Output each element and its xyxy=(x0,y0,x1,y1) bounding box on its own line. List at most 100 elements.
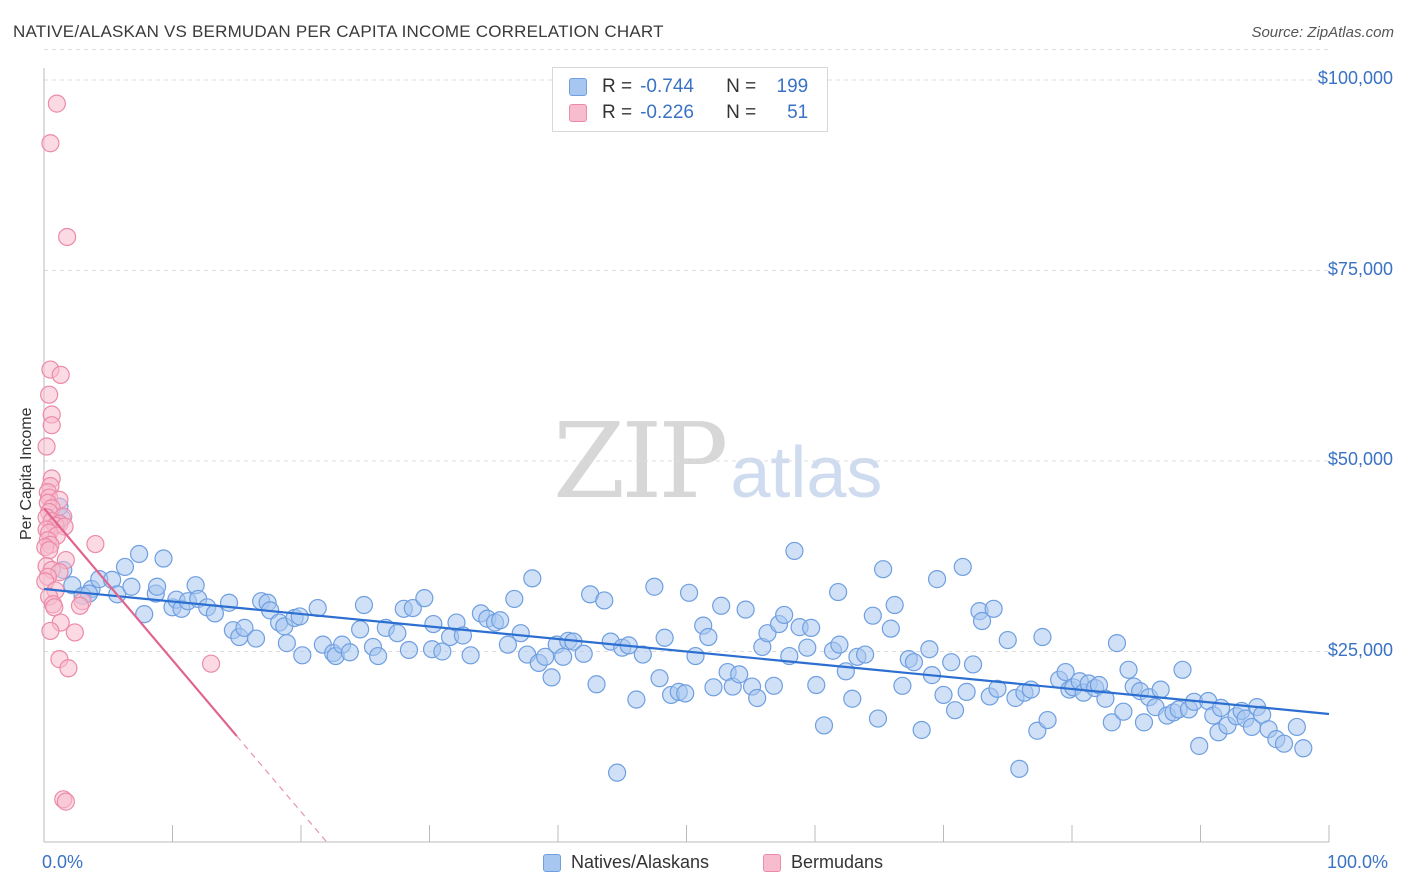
natives-point xyxy=(984,599,1003,618)
watermark-atlas: atlas xyxy=(730,433,883,513)
natives-trend-line xyxy=(43,587,1330,716)
natives-point xyxy=(1287,717,1306,737)
natives-point xyxy=(129,544,149,564)
bermudans-point xyxy=(70,596,90,615)
natives-point xyxy=(554,647,573,666)
natives-point xyxy=(433,642,452,661)
natives-point xyxy=(608,763,627,782)
natives-point xyxy=(246,629,266,648)
natives-point xyxy=(676,684,695,703)
natives-point xyxy=(154,549,173,568)
y-tick-label: $50,000 xyxy=(1327,449,1393,469)
natives-point xyxy=(135,605,154,624)
natives-point xyxy=(205,604,225,623)
natives-point xyxy=(785,541,804,561)
natives-point xyxy=(491,611,510,630)
natives-point xyxy=(736,600,755,619)
chart-title: NATIVE/ALASKAN VS BERMUDAN PER CAPITA IN… xyxy=(13,22,664,41)
natives-point xyxy=(498,635,517,654)
natives-point xyxy=(963,655,983,674)
legend-bermudans-label: Bermudans xyxy=(791,852,884,872)
natives-point xyxy=(115,557,135,577)
r-value: -0.744 xyxy=(640,76,694,97)
natives-point xyxy=(712,596,731,615)
natives-point xyxy=(293,646,312,665)
natives-point xyxy=(1294,739,1313,758)
bermudans-point xyxy=(65,623,84,642)
legend-natives-label: Natives/Alaskans xyxy=(571,852,710,872)
natives-point xyxy=(868,709,888,728)
natives-point xyxy=(587,675,606,694)
bermudans-point xyxy=(40,385,59,404)
natives-point xyxy=(1102,713,1121,732)
natives-point xyxy=(147,577,167,596)
r-label: R = xyxy=(602,76,633,97)
natives-point xyxy=(645,577,664,596)
bermudans-swatch xyxy=(569,104,587,122)
legend-bermudans: Bermudans xyxy=(763,852,883,873)
natives-point xyxy=(574,644,593,663)
natives-point xyxy=(748,688,767,708)
n-value: 51 xyxy=(787,102,809,123)
natives-point xyxy=(595,591,614,610)
natives-point xyxy=(942,653,961,672)
natives-point xyxy=(1010,759,1029,778)
natives-point xyxy=(798,638,817,657)
bermudans-point xyxy=(47,94,66,113)
natives-point xyxy=(415,589,434,608)
natives-point xyxy=(403,598,422,618)
natives-point xyxy=(399,640,419,660)
bermudans-point xyxy=(42,416,61,435)
y-tick-label: $100,000 xyxy=(1317,68,1393,88)
n-label: N = xyxy=(726,76,757,97)
natives-point xyxy=(542,668,561,687)
x-tick-label-min: 0.0% xyxy=(42,852,84,872)
natives-point xyxy=(704,678,723,697)
natives-point xyxy=(235,618,254,637)
natives-point xyxy=(1056,662,1075,682)
natives-point xyxy=(1151,680,1170,699)
natives-point xyxy=(881,619,900,638)
bermudans-point xyxy=(41,621,60,641)
legend-natives-swatch xyxy=(543,853,561,872)
natives-point xyxy=(934,685,953,705)
natives-point xyxy=(655,628,674,647)
natives-point xyxy=(627,690,646,709)
natives-point xyxy=(686,646,705,666)
natives-point xyxy=(814,716,834,735)
legend-bermudans-swatch xyxy=(763,853,781,872)
natives-point xyxy=(511,624,530,643)
stats-row-bermudans: R = -0.226 N = 51 xyxy=(569,101,808,125)
bermudans-point xyxy=(56,792,75,811)
natives-point xyxy=(957,682,976,701)
natives-point xyxy=(775,605,794,625)
natives-point xyxy=(988,679,1007,698)
y-axis-label: Per Capita Income xyxy=(18,407,35,540)
natives-point xyxy=(290,607,309,626)
natives-point xyxy=(354,595,374,615)
bermudans-trend-extension xyxy=(236,735,328,843)
natives-point xyxy=(1190,736,1209,756)
natives-point xyxy=(764,676,783,695)
natives-point xyxy=(424,614,443,634)
natives-point xyxy=(650,669,669,688)
natives-point xyxy=(277,634,296,653)
natives-point xyxy=(829,582,848,602)
legend-natives: Natives/Alaskans xyxy=(543,852,709,873)
bermudans-point xyxy=(201,654,221,673)
natives-point xyxy=(122,577,141,596)
source-label: Source: ZipAtlas.com xyxy=(1251,24,1394,41)
bermudans-point xyxy=(58,227,77,247)
natives-point xyxy=(830,635,849,654)
natives-point xyxy=(953,557,972,577)
stats-row-natives: R = -0.744 N = 199 xyxy=(569,75,808,99)
natives-point xyxy=(1173,660,1192,679)
natives-point xyxy=(920,640,939,659)
natives-point xyxy=(998,630,1017,650)
natives-point xyxy=(536,647,555,666)
r-value: -0.226 xyxy=(640,102,694,123)
n-label: N = xyxy=(726,102,757,123)
natives-point xyxy=(893,676,912,695)
natives-point xyxy=(351,620,370,639)
